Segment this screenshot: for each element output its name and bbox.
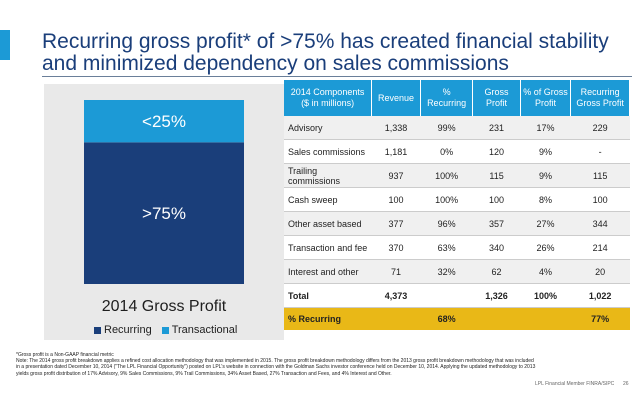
cell-pct-recurring: 0%	[420, 139, 473, 164]
cell-pct-recurring: 100%	[420, 163, 473, 188]
table-row-pct-recurring: % Recurring 68% 77%	[284, 307, 630, 330]
row-label: Other asset based	[284, 211, 372, 236]
cell-gross-profit: 231	[472, 116, 521, 140]
cell-gross-profit: 1,326	[472, 283, 521, 308]
col-header-pct-gross-profit: % of Gross Profit	[520, 80, 572, 116]
cell-revenue	[371, 307, 421, 330]
row-label: Cash sweep	[284, 187, 372, 212]
cell-pct-recurring: 100%	[420, 187, 473, 212]
chart-legend: Recurring Transactional	[94, 324, 294, 336]
cell-gross-profit: 100	[472, 187, 521, 212]
col-header-gross-profit: Gross Profit	[472, 80, 521, 116]
cell-pct-recurring: 32%	[420, 259, 473, 284]
cell-recurring-gross-profit: 20	[570, 259, 630, 284]
footnote-methodology: Note: The 2014 gross profit breakdown ap…	[16, 358, 536, 377]
bar-label-recurring: >75%	[142, 204, 186, 223]
bar-segment-transactional	[84, 100, 244, 143]
gross-profit-components-table: 2014 Components ($ in millions) Revenue …	[284, 80, 630, 330]
col-header-revenue: Revenue	[371, 80, 421, 116]
footnote-non-gaap: *Gross profit is a Non-GAAP financial me…	[16, 352, 114, 358]
table-row: Other asset based 377 96% 357 27% 344	[284, 211, 630, 236]
col-header-recurring-gross-profit: Recurring Gross Profit	[570, 80, 630, 116]
row-label: % Recurring	[284, 307, 372, 330]
col-header-pct-recurring: % Recurring	[420, 80, 474, 116]
legend-swatch-recurring	[94, 326, 101, 334]
row-label: Interest and other	[284, 259, 372, 284]
table-row: Sales commissions 1,181 0% 120 9% -	[284, 139, 630, 164]
cell-pct-gross-profit: 9%	[520, 163, 571, 188]
row-label: Transaction and fee	[284, 235, 372, 260]
cell-revenue: 100	[371, 187, 421, 212]
slide-title: Recurring gross profit* of >75% has crea…	[42, 30, 609, 75]
cell-recurring-gross-profit: 344	[570, 211, 630, 236]
cell-recurring-gross-profit: 229	[570, 116, 630, 140]
legend-label-recurring: Recurring	[104, 324, 152, 336]
cell-revenue: 937	[371, 163, 421, 188]
cell-pct-gross-profit: 27%	[520, 211, 571, 236]
cell-pct-recurring: 63%	[420, 235, 473, 260]
chart-title: 2014 Gross Profit	[101, 298, 227, 315]
cell-pct-recurring: 99%	[420, 116, 473, 140]
cell-pct-gross-profit: 9%	[520, 139, 571, 164]
cell-pct-gross-profit	[520, 307, 571, 330]
row-label: Sales commissions	[284, 139, 372, 164]
table-row: Cash sweep 100 100% 100 8% 100	[284, 187, 630, 212]
cell-gross-profit	[472, 307, 521, 330]
title-divider	[42, 76, 632, 77]
gross-profit-chart: >75% <25% 2014 Gross Profit Recurring Tra…	[44, 84, 284, 340]
footer-member-text: LPL Financial Member FINRA/SIPC	[535, 381, 615, 387]
table-row: Interest and other 71 32% 62 4% 20	[284, 259, 630, 284]
legend-label-transactional: Transactional	[171, 324, 238, 336]
legend-swatch-transactional	[161, 326, 169, 334]
footnotes: *Gross profit is a Non-GAAP financial me…	[16, 352, 536, 377]
table-header-row: 2014 Components ($ in millions) Revenue …	[284, 80, 630, 116]
cell-recurring-gross-profit: 115	[570, 163, 630, 188]
legend-item-recurring: Recurring	[94, 324, 152, 336]
row-label: Total	[284, 283, 372, 308]
cell-revenue: 1,338	[371, 116, 421, 140]
cell-pct-gross-profit: 4%	[520, 259, 571, 284]
cell-recurring-gross-profit: 100	[570, 187, 630, 212]
cell-revenue: 71	[371, 259, 421, 284]
title-accent-bar	[0, 30, 10, 60]
cell-pct-recurring: 96%	[420, 211, 473, 236]
table-row: Advisory 1,338 99% 231 17% 229	[284, 116, 630, 140]
bar-segment-recurring	[84, 142, 244, 284]
legend-item-transactional: Transactional	[161, 324, 238, 336]
row-label: Trailing commissions	[284, 163, 372, 188]
cell-revenue: 1,181	[371, 139, 421, 164]
cell-pct-gross-profit: 100%	[520, 283, 571, 308]
cell-pct-gross-profit: 26%	[520, 235, 571, 260]
cell-pct-gross-profit: 17%	[520, 116, 571, 140]
cell-revenue: 4,373	[371, 283, 421, 308]
table-row-total: Total 4,373 1,326 100% 1,022	[284, 283, 630, 308]
cell-pct-gross-profit: 8%	[520, 187, 571, 212]
cell-recurring-gross-profit: 214	[570, 235, 630, 260]
cell-gross-profit: 357	[472, 211, 521, 236]
cell-recurring-gross-profit: 77%	[570, 307, 630, 330]
table-row: Trailing commissions 937 100% 115 9% 115	[284, 163, 630, 188]
cell-gross-profit: 115	[472, 163, 521, 188]
cell-gross-profit: 120	[472, 139, 521, 164]
cell-recurring-gross-profit: 1,022	[570, 283, 630, 308]
row-label: Advisory	[284, 116, 372, 140]
cell-pct-recurring: 68%	[420, 307, 473, 330]
cell-recurring-gross-profit: -	[570, 139, 630, 164]
page-number: 26	[623, 381, 629, 387]
bar-label-transactional: <25%	[142, 112, 186, 131]
stacked-bar-chart: >75% <25%	[84, 100, 244, 284]
col-header-components: 2014 Components ($ in millions)	[284, 80, 373, 116]
cell-revenue: 370	[371, 235, 421, 260]
cell-pct-recurring	[420, 283, 473, 308]
cell-gross-profit: 340	[472, 235, 521, 260]
table-row: Transaction and fee 370 63% 340 26% 214	[284, 235, 630, 260]
cell-revenue: 377	[371, 211, 421, 236]
cell-gross-profit: 62	[472, 259, 521, 284]
